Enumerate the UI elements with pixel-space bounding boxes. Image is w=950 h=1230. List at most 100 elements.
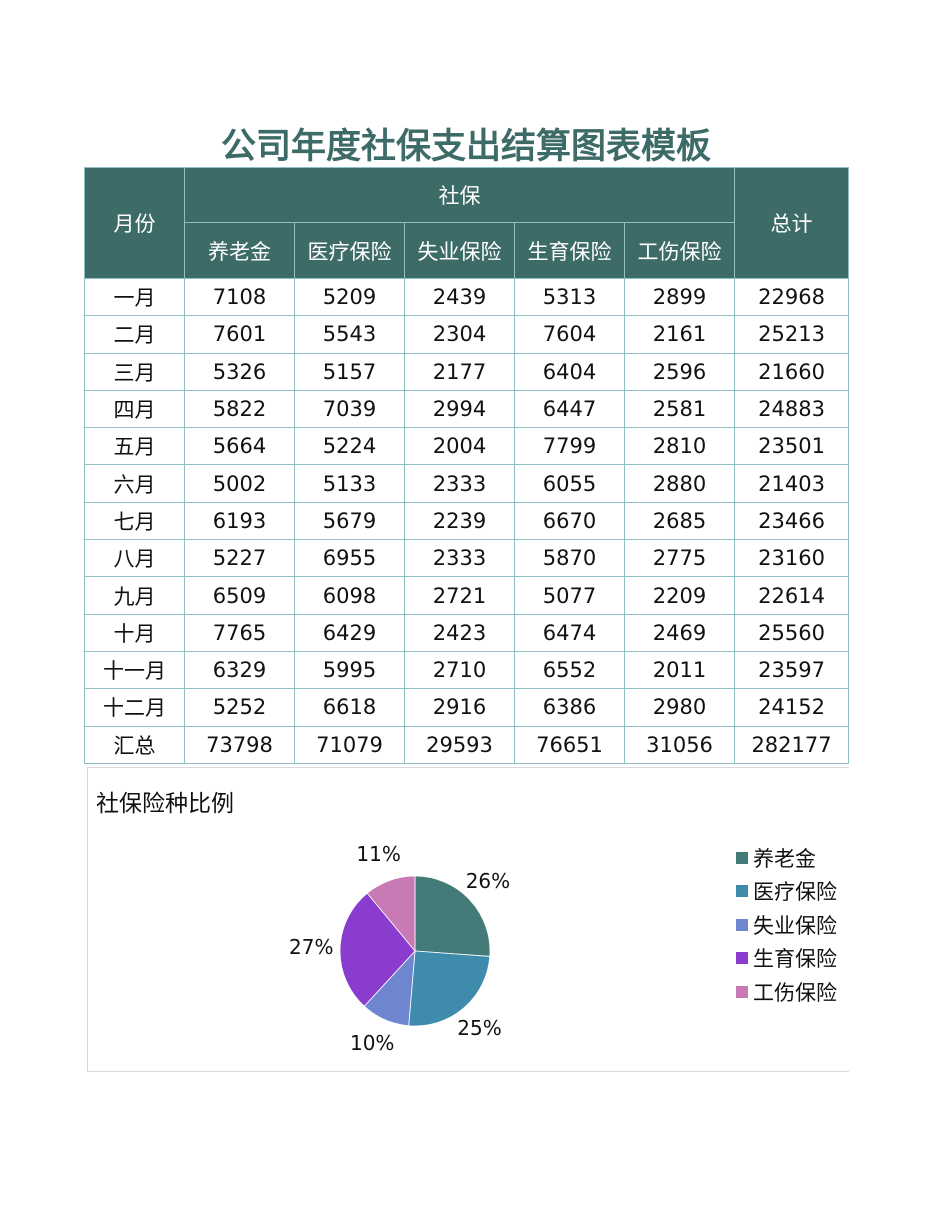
month-cell: 一月	[84, 277, 185, 317]
header-injury: 工伤保险	[623, 222, 736, 279]
value-cell: 7108	[184, 277, 295, 317]
value-cell: 2581	[623, 389, 736, 429]
legend-swatch-icon	[736, 851, 748, 864]
month-cell: 三月	[84, 352, 185, 391]
value-cell: 29593	[404, 725, 515, 764]
legend-item: 失业保险	[736, 908, 837, 942]
legend-item: 生育保险	[736, 942, 837, 976]
pie-data-label: 11%	[356, 842, 401, 867]
value-cell: 7799	[514, 427, 625, 466]
month-cell: 八月	[84, 539, 185, 578]
value-cell: 6193	[184, 501, 295, 541]
value-cell: 2209	[623, 576, 736, 615]
table-row: 四月 5822 7039 2994 6447 2581 24883	[84, 389, 850, 429]
chart-title: 社保险种比例	[96, 791, 234, 817]
value-cell: 5679	[294, 501, 405, 541]
value-cell: 5543	[294, 315, 405, 354]
legend-label: 生育保险	[753, 947, 837, 972]
value-cell: 6447	[514, 389, 625, 429]
pie-slice-pension	[414, 876, 490, 957]
pie-chart-panel: 社保险种比例 26% 25% 10% 27% 11% 养老金 医疗保险 失业保险 生育保险 工伤…	[87, 767, 849, 1072]
month-cell: 四月	[84, 389, 185, 429]
value-cell: 5209	[294, 277, 405, 317]
value-cell: 2304	[404, 315, 515, 354]
summary-row: 汇总 73798 71079 29593 76651 31056 282177	[84, 725, 850, 764]
total-cell: 25560	[734, 613, 850, 652]
value-cell: 5995	[294, 650, 405, 690]
value-cell: 2161	[623, 315, 736, 354]
header-social-security-group: 社保	[183, 167, 736, 223]
pie-chart	[340, 876, 490, 1026]
value-cell: 76651	[514, 725, 625, 764]
value-cell: 5002	[184, 464, 295, 503]
value-cell: 7765	[184, 613, 295, 652]
total-cell: 21403	[734, 464, 850, 503]
legend-label: 养老金	[753, 846, 816, 871]
header-medical: 医疗保险	[294, 222, 405, 279]
month-cell: 五月	[84, 427, 185, 466]
value-cell: 2177	[404, 352, 515, 391]
legend-swatch-icon	[736, 985, 748, 998]
month-cell: 七月	[84, 501, 185, 541]
value-cell: 6329	[184, 650, 295, 690]
total-cell: 23597	[734, 650, 850, 690]
total-cell: 282177	[734, 725, 850, 764]
value-cell: 5313	[514, 277, 625, 317]
pie-data-label: 26%	[465, 868, 511, 893]
total-cell: 23501	[734, 427, 850, 466]
table-row: 十二月 5252 6618 2916 6386 2980 24152	[84, 688, 850, 727]
value-cell: 2239	[404, 501, 515, 541]
total-cell: 23160	[734, 539, 850, 578]
value-cell: 2710	[404, 650, 515, 690]
legend-item: 医疗保险	[736, 875, 837, 909]
value-cell: 2685	[623, 501, 736, 541]
value-cell: 5326	[184, 352, 295, 391]
value-cell: 6618	[294, 688, 405, 727]
value-cell: 73798	[184, 725, 295, 764]
total-cell: 21660	[734, 352, 850, 391]
value-cell: 2980	[623, 688, 736, 727]
value-cell: 6055	[514, 464, 625, 503]
month-cell: 二月	[84, 315, 185, 354]
value-cell: 6429	[294, 613, 405, 652]
value-cell: 2439	[404, 277, 515, 317]
legend-swatch-icon	[736, 885, 748, 898]
month-cell: 十月	[84, 613, 185, 652]
legend-label: 工伤保险	[753, 980, 837, 1005]
total-cell: 22614	[734, 576, 850, 615]
value-cell: 2004	[404, 427, 515, 466]
value-cell: 6404	[514, 352, 625, 391]
table-row: 五月 5664 5224 2004 7799 2810 23501	[84, 427, 850, 466]
value-cell: 2333	[404, 464, 515, 503]
table-row: 七月 6193 5679 2239 6670 2685 23466	[84, 501, 850, 541]
table-row: 八月 5227 6955 2333 5870 2775 23160	[84, 539, 850, 578]
value-cell: 6552	[514, 650, 625, 690]
total-cell: 22968	[734, 277, 850, 317]
value-cell: 5227	[184, 539, 295, 578]
header-month: 月份	[84, 167, 185, 279]
value-cell: 2596	[623, 352, 736, 391]
month-cell: 九月	[84, 576, 185, 615]
value-cell: 2333	[404, 539, 515, 578]
pie-data-label: 27%	[289, 935, 334, 960]
value-cell: 2469	[623, 613, 736, 652]
table-row: 十月 7765 6429 2423 6474 2469 25560	[84, 613, 850, 652]
value-cell: 5077	[514, 576, 625, 615]
table-row: 十一月 6329 5995 2710 6552 2011 23597	[84, 650, 850, 690]
month-cell: 六月	[84, 464, 185, 503]
page-title: 公司年度社保支出结算图表模板	[220, 127, 711, 167]
total-cell: 24883	[734, 389, 850, 429]
social-security-table: 月份 社保 总计 养老金 医疗保险 失业保险 生育保险 工伤保险 一月 7108 5…	[84, 167, 850, 764]
value-cell: 2775	[623, 539, 736, 578]
value-cell: 7604	[514, 315, 625, 354]
value-cell: 5822	[184, 389, 295, 429]
pie-slice-injury	[366, 876, 416, 953]
total-cell: 23466	[734, 501, 850, 541]
value-cell: 2810	[623, 427, 736, 466]
total-cell: 25213	[734, 315, 850, 354]
month-cell: 十二月	[84, 688, 185, 727]
value-cell: 5224	[294, 427, 405, 466]
value-cell: 2880	[623, 464, 736, 503]
chart-legend: 养老金医疗保险 失业保险生育保险工伤保险	[736, 841, 837, 1009]
pie-slice-medical	[408, 950, 490, 1026]
